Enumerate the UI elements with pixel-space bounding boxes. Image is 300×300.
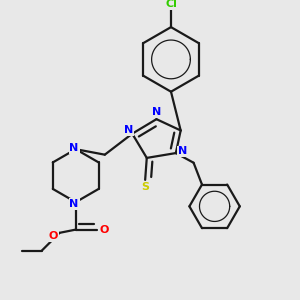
Text: Cl: Cl <box>165 0 177 9</box>
Text: N: N <box>70 143 79 153</box>
Text: N: N <box>178 146 188 157</box>
Text: N: N <box>124 125 133 136</box>
Text: O: O <box>48 231 58 241</box>
Text: O: O <box>99 225 109 235</box>
Text: N: N <box>152 107 161 117</box>
Text: S: S <box>141 182 149 192</box>
Text: N: N <box>70 199 79 209</box>
